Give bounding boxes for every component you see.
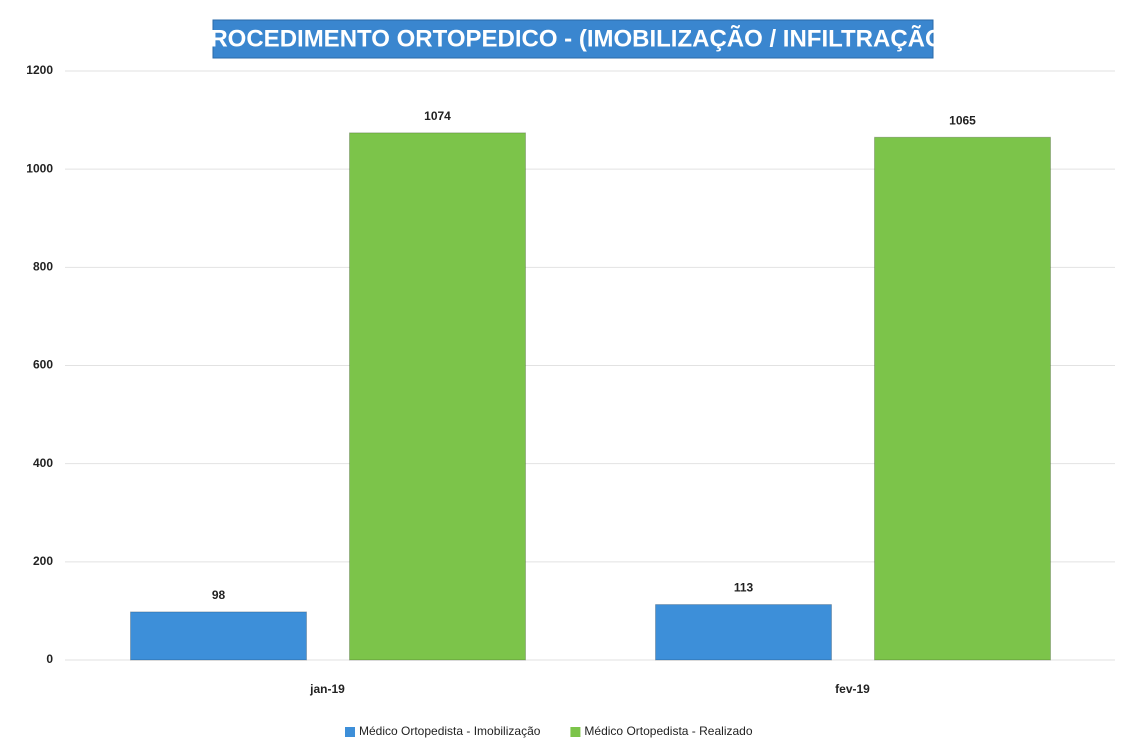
x-tick-label: jan-19 — [309, 682, 345, 696]
legend-swatch — [570, 727, 581, 737]
title-box — [212, 19, 934, 59]
y-tick-label: 0 — [46, 652, 53, 666]
y-tick-label: 1200 — [26, 63, 53, 77]
legend-label: Médico Ortopedista - Imobilização — [359, 724, 541, 738]
data-label: 113 — [734, 581, 754, 595]
x-tick-label: fev-19 — [835, 682, 870, 696]
bar — [130, 611, 307, 661]
chart-title: PROCEDIMENTO ORTOPEDICO - (IMOBILIZAÇÃO … — [194, 24, 951, 52]
data-label: 1065 — [949, 113, 976, 127]
y-tick-label: 1000 — [26, 161, 53, 175]
bar — [655, 604, 832, 661]
data-label: 1074 — [424, 109, 451, 123]
legend-label: Médico Ortopedista - Realizado — [584, 724, 752, 738]
bar — [874, 136, 1051, 661]
y-tick-label: 400 — [33, 456, 53, 470]
y-tick-label: 200 — [33, 554, 53, 568]
data-label: 98 — [212, 588, 226, 602]
legend-swatch — [345, 727, 355, 737]
bar — [349, 132, 526, 661]
y-tick-label: 600 — [33, 358, 53, 372]
y-tick-label: 800 — [33, 260, 53, 274]
